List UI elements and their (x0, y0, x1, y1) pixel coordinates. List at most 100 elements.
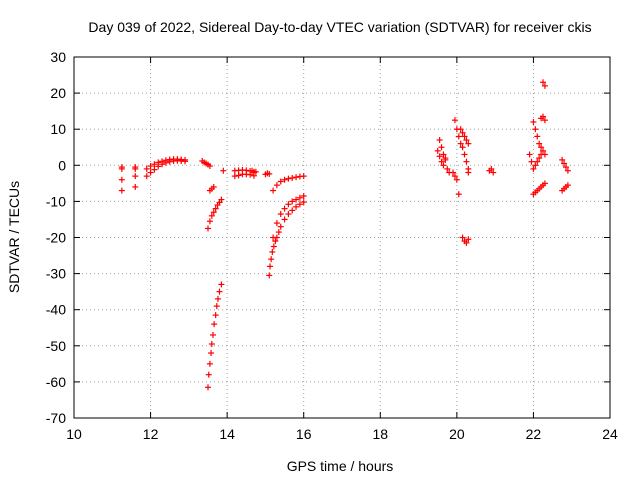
data-point (300, 199, 307, 206)
data-point (266, 272, 273, 279)
series-arc-22.8 (559, 156, 571, 174)
data-point (536, 155, 543, 162)
data-point (541, 180, 548, 187)
series-arc-13.6-long (205, 196, 225, 232)
data-point (216, 288, 223, 295)
data-point (532, 126, 539, 133)
data-point (147, 169, 154, 176)
data-point (208, 350, 215, 357)
data-point (205, 371, 212, 378)
data-point (436, 153, 443, 160)
y-tick-label: 20 (50, 85, 66, 101)
series-arc-13.5-deep (205, 281, 225, 391)
data-point (444, 165, 451, 172)
data-point (209, 331, 216, 338)
data-point (285, 211, 292, 218)
data-point (463, 158, 470, 165)
data-point (235, 172, 242, 179)
data-point (300, 173, 307, 180)
data-point (461, 133, 468, 140)
series-arc-13.6-short (206, 183, 217, 194)
y-tick-label: -70 (46, 410, 66, 426)
data-point (528, 158, 535, 165)
data-point (270, 187, 277, 194)
data-point (440, 151, 447, 158)
data-point (442, 156, 449, 163)
data-point (490, 169, 497, 176)
data-point (212, 312, 219, 319)
data-markers (118, 79, 571, 391)
data-point (559, 156, 566, 163)
series-arc-11.25 (118, 164, 125, 194)
data-point (541, 151, 548, 158)
data-point (532, 162, 539, 169)
data-point (118, 176, 125, 183)
data-point (273, 220, 280, 227)
data-point (488, 165, 495, 172)
data-point (459, 234, 466, 241)
data-point (541, 82, 548, 89)
series-arc-22.0-low (526, 151, 545, 172)
data-point (459, 144, 466, 151)
y-tick-label: -50 (46, 338, 66, 354)
data-point (453, 176, 460, 183)
data-point (275, 229, 282, 236)
data-point (159, 158, 166, 165)
data-point (269, 248, 276, 255)
data-point (530, 165, 537, 172)
data-point (289, 198, 296, 205)
data-point (540, 113, 546, 120)
data-point (182, 156, 189, 163)
x-tick-label: 18 (372, 426, 388, 442)
data-point (132, 173, 139, 180)
data-point (451, 117, 458, 124)
data-point (252, 168, 259, 175)
data-point (243, 167, 250, 174)
series-arc-14.7 (249, 167, 259, 176)
data-point (564, 182, 571, 189)
y-tick-label: -60 (46, 374, 66, 390)
data-point (463, 137, 470, 144)
data-point (438, 158, 445, 165)
data-point (213, 303, 220, 310)
data-point (293, 196, 300, 203)
data-point (212, 205, 219, 212)
tick-labels: 10 12 14 16 18 20 22 24 -70 -60 -50 -40 -30 -20 -10 0 10… (46, 49, 618, 442)
data-point (208, 212, 215, 219)
data-point (536, 140, 543, 147)
data-point (540, 79, 546, 86)
data-point (118, 187, 125, 194)
y-tick-label: -20 (46, 230, 66, 246)
data-point (266, 170, 273, 177)
data-point (451, 173, 458, 180)
x-tick-label: 10 (66, 426, 82, 442)
data-point (132, 164, 139, 171)
data-point (281, 205, 288, 212)
data-point (231, 173, 238, 180)
data-point (272, 238, 279, 245)
y-tick-label: -40 (46, 302, 66, 318)
data-point (564, 167, 571, 174)
x-axis-title: GPS time / hours (287, 458, 394, 474)
series-arc-22.2-neg (530, 180, 548, 198)
data-point (293, 203, 300, 210)
data-point (530, 118, 537, 125)
data-point (151, 166, 158, 173)
series-arc-20.0-low (450, 169, 472, 198)
y-tick-label: -30 (46, 266, 66, 282)
data-point (281, 176, 288, 183)
x-tick-label: 16 (296, 426, 312, 442)
y-tick-label: 30 (50, 49, 66, 65)
data-point (461, 151, 468, 158)
data-point (218, 281, 225, 288)
data-point (526, 151, 533, 158)
data-point (541, 117, 548, 124)
x-tick-label: 12 (143, 426, 159, 442)
x-tick-label: 14 (219, 426, 235, 442)
data-point (457, 140, 464, 147)
data-point (561, 160, 568, 167)
data-point (151, 161, 158, 168)
series-arc-19.6-b (436, 137, 449, 163)
